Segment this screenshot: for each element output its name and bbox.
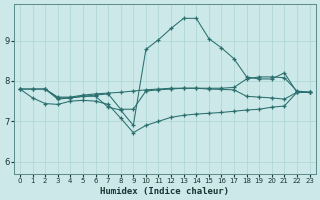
X-axis label: Humidex (Indice chaleur): Humidex (Indice chaleur)	[100, 187, 229, 196]
